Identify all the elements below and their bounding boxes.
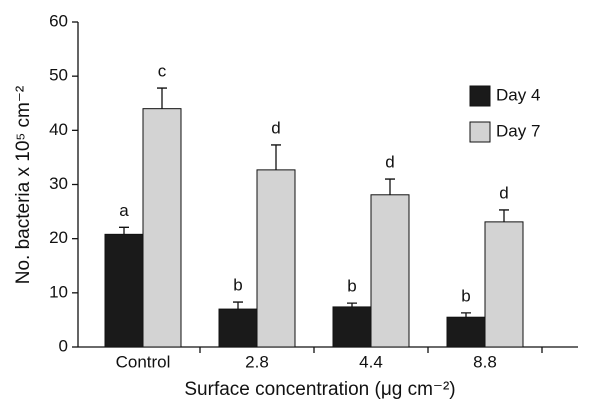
bar [256, 169, 296, 348]
y-tick-label: 20 [49, 228, 68, 247]
significance-letter: a [119, 201, 129, 220]
bar [484, 221, 524, 348]
y-tick-label: 10 [49, 282, 68, 301]
y-tick-label: 0 [59, 336, 68, 355]
bar [332, 306, 372, 348]
significance-letter: b [233, 276, 242, 295]
x-tick-label: 2.8 [245, 352, 269, 371]
legend-swatch [469, 121, 491, 143]
y-tick-label: 50 [49, 66, 68, 85]
x-tick-label: 8.8 [473, 352, 497, 371]
error-bar [233, 301, 243, 310]
y-tick-label: 60 [49, 11, 68, 30]
error-bar [347, 302, 357, 307]
significance-letter: c [158, 62, 167, 81]
legend-swatch [469, 85, 491, 107]
bar [142, 108, 182, 348]
error-bar [385, 178, 395, 195]
significance-letter: d [385, 153, 394, 172]
significance-letter: d [499, 183, 508, 202]
y-axis-label: No. bacteria x 10⁵ cm⁻² [13, 86, 34, 284]
x-tick-label: Control [116, 352, 171, 371]
bar [370, 194, 410, 348]
error-bar [461, 312, 471, 318]
x-tick-label: 4.4 [359, 352, 383, 371]
x-axis-label: Surface concentration (μg cm⁻²) [184, 379, 455, 400]
legend-label: Day 7 [496, 121, 540, 140]
significance-letter: b [347, 277, 356, 296]
y-tick-label: 40 [49, 120, 68, 139]
bar [446, 316, 486, 348]
legend-label: Day 4 [496, 85, 540, 104]
error-bar [119, 226, 129, 235]
error-bar [499, 209, 509, 222]
significance-letter: b [461, 286, 470, 305]
error-bar [157, 87, 167, 109]
error-bar [271, 144, 281, 170]
y-tick-label: 30 [49, 174, 68, 193]
bar [104, 233, 144, 348]
bar [218, 308, 258, 348]
significance-letter: d [271, 118, 280, 137]
